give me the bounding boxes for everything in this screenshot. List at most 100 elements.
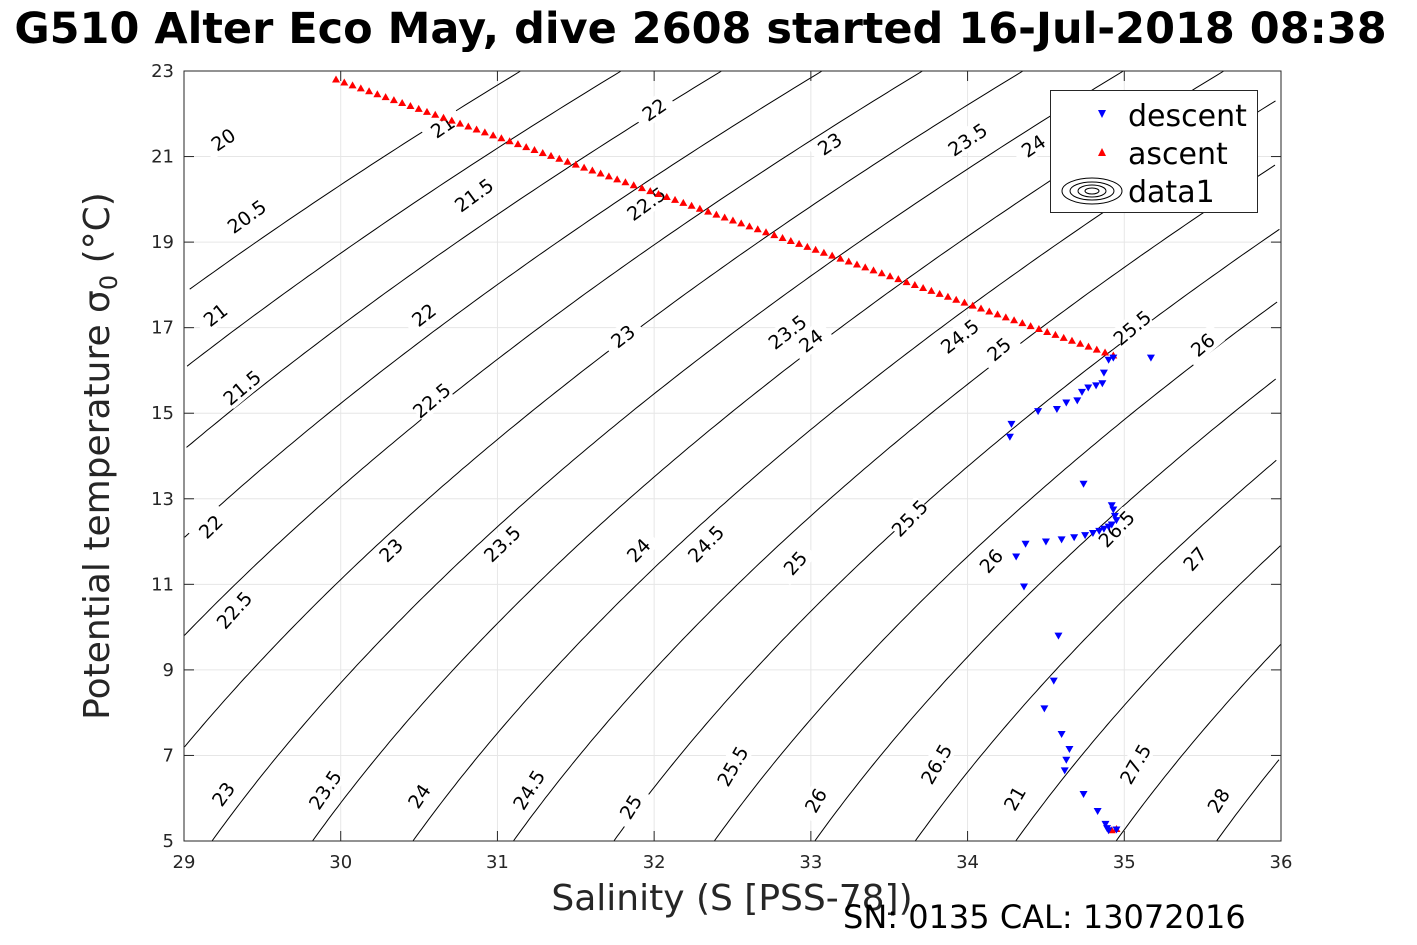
contour-icon bbox=[1061, 177, 1123, 205]
axes-box bbox=[183, 70, 1282, 842]
descent-point bbox=[1054, 632, 1063, 640]
y-tick-label: 17 bbox=[151, 318, 174, 339]
x-tick-label: 31 bbox=[486, 852, 509, 873]
contour-label: 24.5 bbox=[684, 522, 729, 568]
ascent-point bbox=[332, 75, 341, 83]
contour-line-20-5 bbox=[186, 70, 622, 367]
contour-line-26 bbox=[814, 378, 1277, 842]
descent-series bbox=[1005, 354, 1155, 835]
contour-label: 21.5 bbox=[219, 366, 266, 410]
ascent-point bbox=[1101, 348, 1110, 356]
descent-point bbox=[1005, 433, 1014, 441]
ascent-point bbox=[1051, 330, 1060, 338]
ascent-point bbox=[952, 295, 961, 303]
ascent-point bbox=[1076, 339, 1085, 347]
chart-title: G510 Alter Eco May, dive 2608 started 16… bbox=[0, 4, 1417, 64]
contour-label-bg bbox=[219, 366, 265, 409]
y-tick-label: 19 bbox=[151, 232, 174, 253]
contour-label-bg bbox=[192, 293, 238, 336]
contour-label-bg bbox=[616, 528, 661, 573]
ascent-point bbox=[762, 228, 771, 236]
contour-line-23-5 bbox=[312, 70, 1225, 842]
contour-label-bg bbox=[508, 766, 549, 813]
contour-label-bg bbox=[200, 119, 246, 160]
contour-label-bg bbox=[1180, 323, 1226, 367]
descent-point bbox=[1107, 502, 1116, 510]
ascent-point bbox=[671, 195, 680, 203]
contour-label-bg bbox=[401, 293, 447, 336]
descent-point bbox=[1073, 397, 1082, 405]
contour-label-bg bbox=[368, 528, 413, 572]
ascent-point bbox=[637, 184, 646, 192]
ascent-point bbox=[1067, 336, 1076, 344]
descent-point bbox=[1007, 420, 1016, 428]
contour-label-bg bbox=[916, 741, 956, 787]
contour-labels: 2020.5212121.521.522222222.522.522.52323… bbox=[188, 89, 1239, 830]
contour-label: 20.5 bbox=[224, 196, 271, 239]
contour-label-bg bbox=[610, 783, 651, 830]
y-tick-label: 23 bbox=[151, 61, 174, 82]
contour-label-bg bbox=[600, 315, 646, 358]
contour-label: 24.5 bbox=[937, 315, 984, 358]
descent-point bbox=[1104, 827, 1113, 835]
ascent-point bbox=[522, 143, 531, 151]
contour-label-bg bbox=[631, 89, 677, 130]
y-tick-label: 9 bbox=[163, 660, 174, 681]
descent-point bbox=[1041, 538, 1050, 546]
contour-label: 25.5 bbox=[1109, 306, 1156, 350]
descent-point bbox=[1062, 756, 1071, 764]
descent-point bbox=[1109, 506, 1118, 514]
contour-label-bg bbox=[1010, 125, 1057, 167]
ascent-point bbox=[422, 107, 431, 115]
contour-label-bg bbox=[451, 174, 497, 216]
ascent-point bbox=[629, 181, 638, 189]
contour-label-bg bbox=[398, 773, 440, 819]
contour-line-21 bbox=[186, 70, 722, 448]
ascent-point bbox=[365, 87, 374, 95]
descent-point bbox=[1079, 480, 1088, 488]
ascent-point bbox=[613, 175, 622, 183]
x-tick-label: 36 bbox=[1270, 852, 1293, 873]
legend-item-descent: descent bbox=[1051, 97, 1257, 134]
ascent-point bbox=[555, 154, 564, 162]
ascent-point bbox=[943, 292, 952, 300]
contour-label-bg bbox=[1094, 506, 1139, 551]
contour-label-bg bbox=[969, 538, 1013, 584]
x-tick-label: 35 bbox=[1113, 852, 1136, 873]
contour-line-26-5 bbox=[914, 459, 1277, 842]
descent-point bbox=[1099, 525, 1108, 533]
ascent-point bbox=[886, 272, 895, 280]
descent-point bbox=[1098, 380, 1107, 388]
descent-point bbox=[1081, 532, 1090, 540]
contour-label-bg bbox=[995, 775, 1035, 822]
contour-line-28 bbox=[1216, 759, 1280, 842]
ascent-point bbox=[1026, 322, 1035, 330]
ascent-point bbox=[571, 160, 580, 168]
contour-label-bg bbox=[304, 766, 346, 813]
contour-label-bg bbox=[796, 777, 836, 824]
ascent-point bbox=[480, 128, 489, 136]
descent-point bbox=[1021, 540, 1030, 548]
contour-label: 23.5 bbox=[480, 522, 526, 567]
contour-label: 24.5 bbox=[509, 766, 550, 814]
descent-point bbox=[1040, 705, 1049, 713]
y-tick-label: 11 bbox=[151, 574, 174, 595]
ascent-point bbox=[596, 169, 605, 177]
contour-line-21-5 bbox=[184, 70, 823, 538]
ascent-point bbox=[1043, 327, 1052, 335]
contour-label-bg bbox=[1173, 536, 1217, 581]
contour-line-22-5 bbox=[184, 70, 1024, 748]
x-tick-label: 34 bbox=[956, 852, 979, 873]
descent-point bbox=[1060, 767, 1069, 775]
descent-point bbox=[1099, 369, 1108, 377]
contour-label: 23.5 bbox=[944, 119, 991, 161]
descent-point bbox=[1049, 677, 1058, 685]
ascent-point bbox=[489, 131, 498, 139]
descent-point bbox=[1110, 512, 1119, 520]
contour-label-bg bbox=[1198, 777, 1239, 824]
ascent-point bbox=[679, 198, 688, 206]
descent-point bbox=[1065, 746, 1074, 754]
ascent-point bbox=[646, 187, 655, 195]
descent-point bbox=[1034, 408, 1043, 416]
